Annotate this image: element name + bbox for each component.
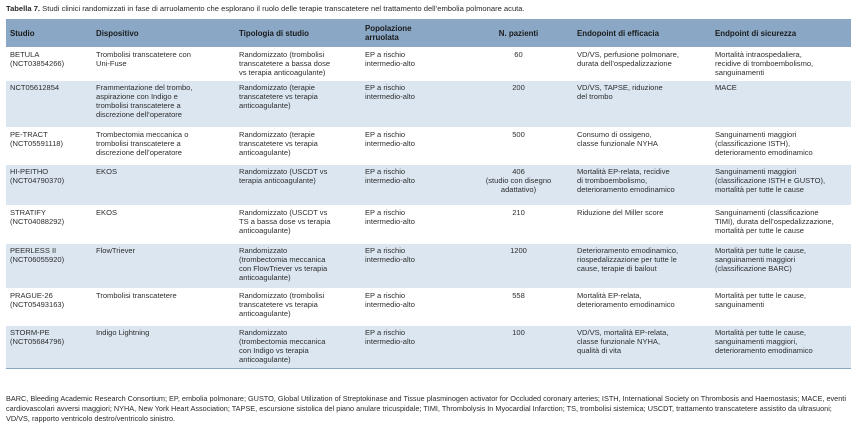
cell-study-type: Randomizzato (terapie transcatetere vs te… xyxy=(235,79,361,128)
cell-study-type: Randomizzato (USCDT vs terapia anticoagul… xyxy=(235,163,361,206)
cell-study-type: Randomizzato (trombectomia meccanica con I… xyxy=(235,324,361,369)
cell-population: EP a rischio intermedio-alto xyxy=(361,324,464,369)
cell-safety-endpoint: Sanguinamenti maggiori (classificazione I… xyxy=(711,126,851,165)
cell-study-type: Randomizzato (trombectomia meccanica con F… xyxy=(235,242,361,289)
table-body: BETULA (NCT03854266) Trombolisi transcatet… xyxy=(6,46,851,369)
cell-efficacy-endpoint: VD/VS, perfusione polmonare, durata dell’… xyxy=(573,46,711,81)
cell-device: Trombolisi transcatetere con Uni-Fuse xyxy=(92,46,235,81)
cell-safety-endpoint: Sanguinamenti (classificazione TIMI), dur… xyxy=(711,204,851,244)
cell-study: PE-TRACT (NCT05591118) xyxy=(6,126,92,165)
cell-device: Indigo Lightning xyxy=(92,324,235,369)
cell-safety-endpoint: Mortalità intraospedaliera, recidive di t… xyxy=(711,46,851,81)
cell-study: PRAGUE-26 (NCT05493163) xyxy=(6,287,92,326)
cell-study: HI-PEITHO (NCT04790370) xyxy=(6,163,92,206)
cell-safety-endpoint: Mortalità per tutte le cause, sanguinamen… xyxy=(711,287,851,326)
table-footnote: BARC, Bleeding Academic Research Consort… xyxy=(6,394,846,424)
cell-efficacy-endpoint: VD/VS, TAPSE, riduzione del trombo xyxy=(573,79,711,128)
cell-safety-endpoint: Mortalità per tutte le cause, sanguinamen… xyxy=(711,242,851,289)
table-caption: Tabella 7. Studi clinici randomizzati in… xyxy=(6,4,852,14)
cell-efficacy-endpoint: Riduzione del Miller score xyxy=(573,204,711,244)
cell-device: FlowTriever xyxy=(92,242,235,289)
table-row: HI-PEITHO (NCT04790370) EKOS Randomizzato (… xyxy=(6,163,851,206)
cell-device: Frammentazione del trombo, aspirazione co… xyxy=(92,79,235,128)
table-caption-label: Tabella 7. xyxy=(6,4,41,13)
cell-efficacy-endpoint: Mortalità EP-relata, recidive di tromboem… xyxy=(573,163,711,206)
cell-population: EP a rischio intermedio-alto xyxy=(361,204,464,244)
cell-study-type: Randomizzato (terapie transcatetere vs te… xyxy=(235,126,361,165)
column-header-study: Studio xyxy=(6,19,92,48)
cell-patients: 200 xyxy=(464,79,573,128)
cell-efficacy-endpoint: VD/VS, mortalità EP-relata, classe funzio… xyxy=(573,324,711,369)
table-row: PEERLESS II (NCT06055920) FlowTriever Rando… xyxy=(6,242,851,289)
cell-patients: 60 xyxy=(464,46,573,81)
cell-efficacy-endpoint: Consumo di ossigeno, classe funzionale NY… xyxy=(573,126,711,165)
cell-study-type: Randomizzato (trombolisi transcatetere vs… xyxy=(235,287,361,326)
cell-patients: 1200 xyxy=(464,242,573,289)
cell-study: BETULA (NCT03854266) xyxy=(6,46,92,81)
table-row: STRATIFY (NCT04088292) EKOS Randomizzato (U… xyxy=(6,204,851,244)
cell-device: Trombolisi transcatetere xyxy=(92,287,235,326)
table-row: STORM-PE (NCT05684796) Indigo Lightning Ran… xyxy=(6,324,851,369)
cell-device: EKOS xyxy=(92,204,235,244)
cell-study-type: Randomizzato (USCDT vs TS a bassa dose vs… xyxy=(235,204,361,244)
cell-patients: 406 (studio con disegno adattativo) xyxy=(464,163,573,206)
table-header-row: Studio Dispositivo Tipologia di studio Popo… xyxy=(6,19,851,48)
cell-safety-endpoint: Mortalità per tutte le cause, sanguinamen… xyxy=(711,324,851,369)
column-header-patients: N. pazienti xyxy=(464,19,573,48)
cell-population: EP a rischio intermedio-alto xyxy=(361,287,464,326)
cell-efficacy-endpoint: Deterioramento emodinamico, riospedalizza… xyxy=(573,242,711,289)
cell-population: EP a rischio intermedio-alto xyxy=(361,163,464,206)
column-header-study-type: Tipologia di studio xyxy=(235,19,361,48)
table-caption-text: Studi clinici randomizzati in fase di ar… xyxy=(40,4,525,13)
cell-device: Trombectomia meccanica o trombolisi trans… xyxy=(92,126,235,165)
table-row: BETULA (NCT03854266) Trombolisi transcatet… xyxy=(6,46,851,81)
table-row: PRAGUE-26 (NCT05493163) Trombolisi transca… xyxy=(6,287,851,326)
table-header: Studio Dispositivo Tipologia di studio Popo… xyxy=(6,19,851,48)
cell-population: EP a rischio intermedio-alto xyxy=(361,79,464,128)
trials-table: Studio Dispositivo Tipologia di studio Popo… xyxy=(6,19,851,369)
column-header-population: Popolazione arruolata xyxy=(361,19,464,48)
cell-study: STRATIFY (NCT04088292) xyxy=(6,204,92,244)
cell-population: EP a rischio intermedio-alto xyxy=(361,126,464,165)
column-header-efficacy-endpoint: Endopoint di efficacia xyxy=(573,19,711,48)
cell-safety-endpoint: MACE xyxy=(711,79,851,128)
cell-patients: 558 xyxy=(464,287,573,326)
column-header-device: Dispositivo xyxy=(92,19,235,48)
cell-safety-endpoint: Sanguinamenti maggiori (classificazione I… xyxy=(711,163,851,206)
cell-patients: 500 xyxy=(464,126,573,165)
cell-efficacy-endpoint: Mortalità EP-relata, deterioramento emodi… xyxy=(573,287,711,326)
cell-study: STORM-PE (NCT05684796) xyxy=(6,324,92,369)
cell-patients: 210 xyxy=(464,204,573,244)
cell-study-type: Randomizzato (trombolisi transcatetere a … xyxy=(235,46,361,81)
cell-population: EP a rischio intermedio-alto xyxy=(361,242,464,289)
table-row: NCT05612854 Frammentazione del trombo, asp… xyxy=(6,79,851,128)
cell-population: EP a rischio intermedio-alto xyxy=(361,46,464,81)
cell-device: EKOS xyxy=(92,163,235,206)
cell-study: PEERLESS II (NCT06055920) xyxy=(6,242,92,289)
cell-study: NCT05612854 xyxy=(6,79,92,128)
table-row: PE-TRACT (NCT05591118) Trombectomia meccan… xyxy=(6,126,851,165)
cell-patients: 100 xyxy=(464,324,573,369)
column-header-safety-endpoint: Endpoint di sicurezza xyxy=(711,19,851,48)
